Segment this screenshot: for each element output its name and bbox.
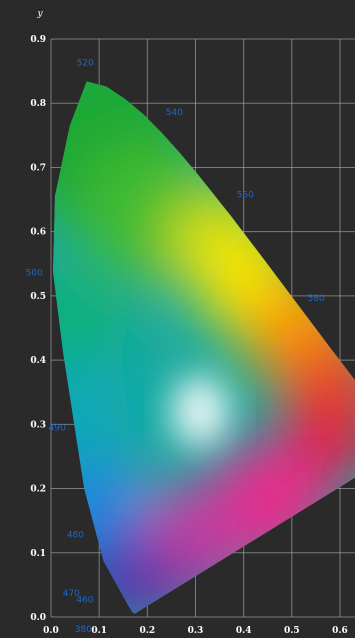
y-tick-label: 0.6 <box>30 228 46 238</box>
y-tick-label: 0.5 <box>30 292 46 302</box>
x-tick-label: 0.6 <box>332 626 348 636</box>
x-tick-label: 0.5 <box>284 626 300 636</box>
wavelength-label: 560 <box>237 191 254 201</box>
y-tick-label: 0.4 <box>30 356 46 366</box>
wavelength-label: 580 <box>308 294 325 304</box>
wavelength-label: 470 <box>63 589 80 599</box>
axis-ticks: 0.0 0.1 0.2 0.3 0.4 0.5 0.6 0.0 0.1 0.2 0.3 0.4 0.5 0… <box>30 35 348 636</box>
y-tick-label: 0.0 <box>30 613 46 623</box>
y-tick-label: 0.3 <box>30 420 46 430</box>
white-point <box>172 375 229 448</box>
gamut-blob <box>52 356 131 467</box>
y-tick-label: 0.2 <box>30 485 46 495</box>
wavelength-label: 480 <box>67 531 84 541</box>
gamut-fill <box>52 81 355 614</box>
y-tick-label: 0.1 <box>30 549 46 559</box>
x-tick-label: 0.3 <box>188 626 204 636</box>
y-tick-label: 0.7 <box>30 163 46 173</box>
x-tick-label: 0.0 <box>43 626 59 636</box>
y-axis-label: y <box>36 9 43 19</box>
white-point-glow <box>172 375 229 448</box>
gamut-blob <box>116 544 197 614</box>
wavelength-label: 460 <box>76 596 93 606</box>
wavelength-label: 500 <box>26 268 43 278</box>
y-tick-label: 0.9 <box>30 35 46 45</box>
x-tick-label: 0.2 <box>139 626 155 636</box>
x-tick-label: 0.1 <box>91 626 107 636</box>
x-tick-label: 0.4 <box>236 626 252 636</box>
wavelength-label: 490 <box>49 424 66 434</box>
gamut-blob <box>52 268 126 388</box>
wavelength-label: 380 <box>75 625 92 635</box>
wavelength-label: 520 <box>77 58 94 68</box>
wavelength-label: 540 <box>166 108 183 118</box>
gamut-inner <box>52 81 355 614</box>
y-tick-label: 0.8 <box>30 99 46 109</box>
